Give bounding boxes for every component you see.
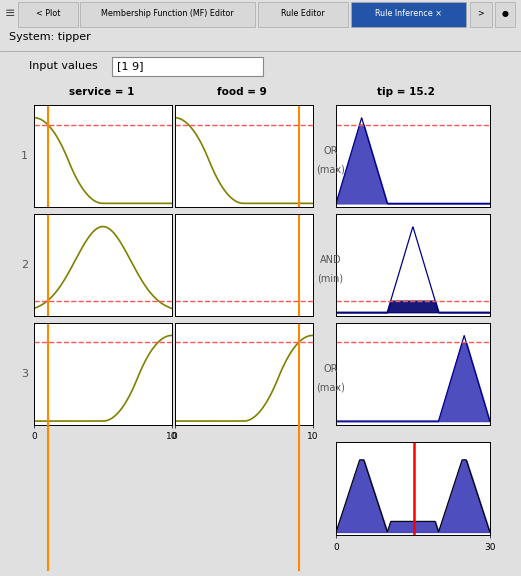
FancyBboxPatch shape	[18, 2, 78, 26]
Text: (max): (max)	[316, 382, 345, 393]
Text: < Plot: < Plot	[36, 9, 60, 18]
FancyBboxPatch shape	[258, 2, 348, 26]
Text: Membership Function (MF) Editor: Membership Function (MF) Editor	[101, 9, 234, 18]
Text: 2: 2	[21, 260, 28, 270]
FancyBboxPatch shape	[112, 57, 263, 76]
FancyBboxPatch shape	[351, 2, 466, 26]
FancyBboxPatch shape	[495, 2, 515, 26]
Text: food = 9: food = 9	[217, 87, 267, 97]
Text: OR: OR	[324, 146, 338, 157]
Text: ●: ●	[502, 9, 508, 18]
Text: Input values: Input values	[29, 61, 97, 71]
Text: tip = 15.2: tip = 15.2	[377, 87, 436, 97]
Text: AND: AND	[320, 255, 341, 266]
Text: [1 9]: [1 9]	[117, 60, 144, 71]
Text: service = 1: service = 1	[69, 87, 134, 97]
Text: Rule Inference ×: Rule Inference ×	[375, 9, 442, 18]
Text: ≡: ≡	[5, 7, 16, 20]
Text: (min): (min)	[317, 274, 344, 284]
Text: System: tipper: System: tipper	[9, 32, 91, 42]
Text: (max): (max)	[316, 165, 345, 175]
FancyBboxPatch shape	[470, 2, 492, 26]
FancyBboxPatch shape	[80, 2, 255, 26]
Text: 1: 1	[21, 151, 28, 161]
Text: Rule Editor: Rule Editor	[281, 9, 325, 18]
Text: >: >	[478, 9, 485, 18]
Text: 3: 3	[21, 369, 28, 378]
Text: OR: OR	[324, 364, 338, 374]
